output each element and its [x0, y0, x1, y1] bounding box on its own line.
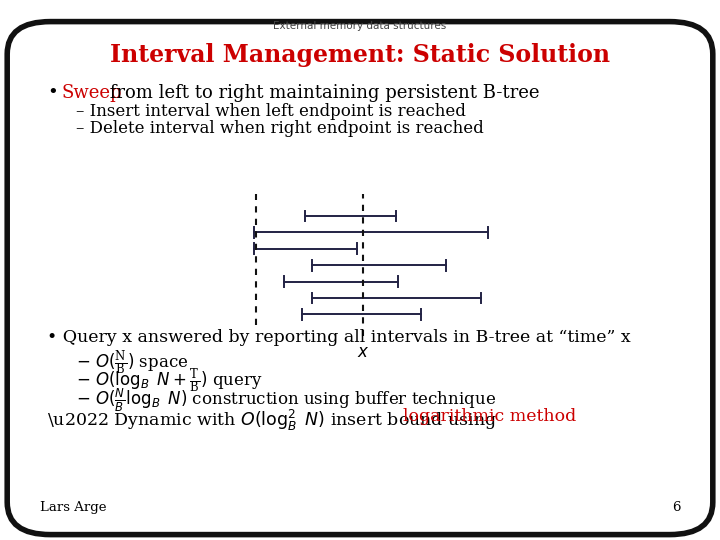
Text: from left to right maintaining persistent B-tree: from left to right maintaining persisten… — [104, 84, 540, 102]
Text: $x$: $x$ — [356, 344, 369, 361]
Text: Sweep: Sweep — [61, 84, 122, 102]
Text: 6: 6 — [672, 501, 680, 514]
Text: \u2022 Dynamic with $O(\log_{B}^{2}\ N)$ insert bound using: \u2022 Dynamic with $O(\log_{B}^{2}\ N)$… — [47, 408, 498, 433]
Text: Lars Arge: Lars Arge — [40, 501, 106, 514]
Text: logarithmic method: logarithmic method — [403, 408, 577, 424]
Text: – Delete interval when right endpoint is reached: – Delete interval when right endpoint is… — [76, 120, 483, 137]
Text: • Query x answered by reporting all intervals in B-tree at “time” x: • Query x answered by reporting all inte… — [47, 329, 631, 346]
Text: Interval Management: Static Solution: Interval Management: Static Solution — [110, 43, 610, 67]
Text: $-\ O(\log_{B}\ N + \mathregular{\frac{T}{B}})$ query: $-\ O(\log_{B}\ N + \mathregular{\frac{T… — [76, 367, 262, 396]
Text: •: • — [47, 84, 58, 102]
Text: $-\ O(\mathregular{\frac{N}{B}})$ space: $-\ O(\mathregular{\frac{N}{B}})$ space — [76, 348, 188, 377]
Text: External memory data structures: External memory data structures — [274, 21, 446, 31]
Text: $-\ O(\frac{N}{B}\log_{B}\ N)$ construction using buffer technique: $-\ O(\frac{N}{B}\log_{B}\ N)$ construct… — [76, 386, 495, 414]
Text: – Insert interval when left endpoint is reached: – Insert interval when left endpoint is … — [76, 103, 465, 119]
